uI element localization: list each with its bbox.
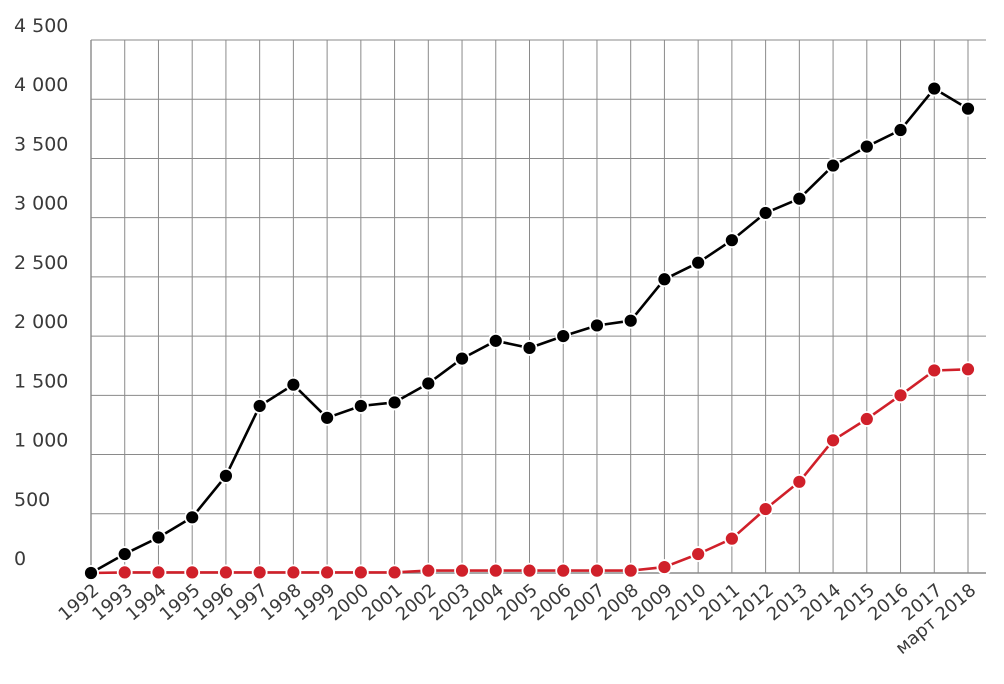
- data-point: [892, 122, 909, 138]
- data-point: [926, 80, 943, 97]
- data-point: [251, 564, 268, 581]
- y-tick-label: 1 500: [14, 370, 68, 392]
- data-point: [285, 564, 302, 581]
- grid: [90, 39, 986, 574]
- data-point: [420, 562, 437, 579]
- data-point: [690, 254, 707, 271]
- data-point: [150, 529, 167, 546]
- data-point: [218, 564, 234, 581]
- data-point: [690, 546, 707, 562]
- y-tick-label: 4 500: [14, 15, 68, 37]
- data-point: [892, 387, 909, 404]
- data-point: [521, 562, 538, 579]
- data-point: [218, 467, 234, 484]
- data-point: [589, 562, 605, 579]
- data-point: [622, 562, 639, 579]
- data-point: [352, 398, 369, 414]
- data-point: [555, 328, 572, 345]
- data-point: [825, 157, 841, 174]
- y-tick-label: 500: [14, 489, 50, 511]
- y-tick-label: 1 000: [14, 430, 68, 452]
- data-point: [589, 317, 605, 334]
- data-point: [319, 409, 336, 426]
- data-point: [184, 564, 201, 581]
- y-axis-ticks: 0 500 1 000 1 500 2 000 2 500 3 000 3 500 4 000 4…: [14, 15, 68, 570]
- data-point: [454, 562, 470, 579]
- data-point: [184, 509, 201, 526]
- data-point: [420, 375, 437, 392]
- data-point: [116, 546, 133, 562]
- y-tick-label: 0: [14, 548, 26, 570]
- data-point: [285, 376, 302, 393]
- data-point: [386, 564, 403, 581]
- data-point: [791, 190, 808, 207]
- data-point: [858, 411, 875, 427]
- data-point: [858, 138, 875, 155]
- y-tick-label: 2 500: [14, 252, 68, 274]
- data-point: [757, 501, 774, 517]
- y-tick-label: 3 500: [14, 133, 68, 155]
- data-point: [791, 473, 808, 490]
- data-point: [656, 271, 673, 288]
- data-point: [521, 340, 538, 356]
- series: [83, 80, 976, 581]
- data-point: [116, 564, 133, 581]
- y-tick-label: 3 000: [14, 193, 68, 215]
- data-point: [251, 398, 268, 414]
- data-point: [454, 350, 470, 367]
- data-point: [83, 565, 99, 581]
- data-point: [487, 332, 504, 349]
- data-point: [319, 564, 336, 581]
- x-axis-ticks: 1992199319941995199619971998199920002001…: [55, 580, 981, 659]
- data-point: [960, 100, 976, 117]
- data-point: [723, 232, 740, 249]
- data-point: [656, 559, 673, 575]
- data-point: [723, 530, 740, 547]
- data-point: [825, 432, 841, 449]
- data-point: [352, 564, 369, 581]
- data-point: [960, 361, 976, 378]
- data-point: [386, 394, 403, 411]
- data-point: [555, 562, 572, 579]
- data-point: [622, 312, 639, 329]
- data-point: [757, 205, 774, 221]
- y-tick-label: 4 000: [14, 74, 68, 96]
- data-point: [926, 362, 943, 379]
- y-tick-label: 2 000: [14, 311, 68, 333]
- data-point: [150, 564, 167, 581]
- data-point: [487, 562, 504, 579]
